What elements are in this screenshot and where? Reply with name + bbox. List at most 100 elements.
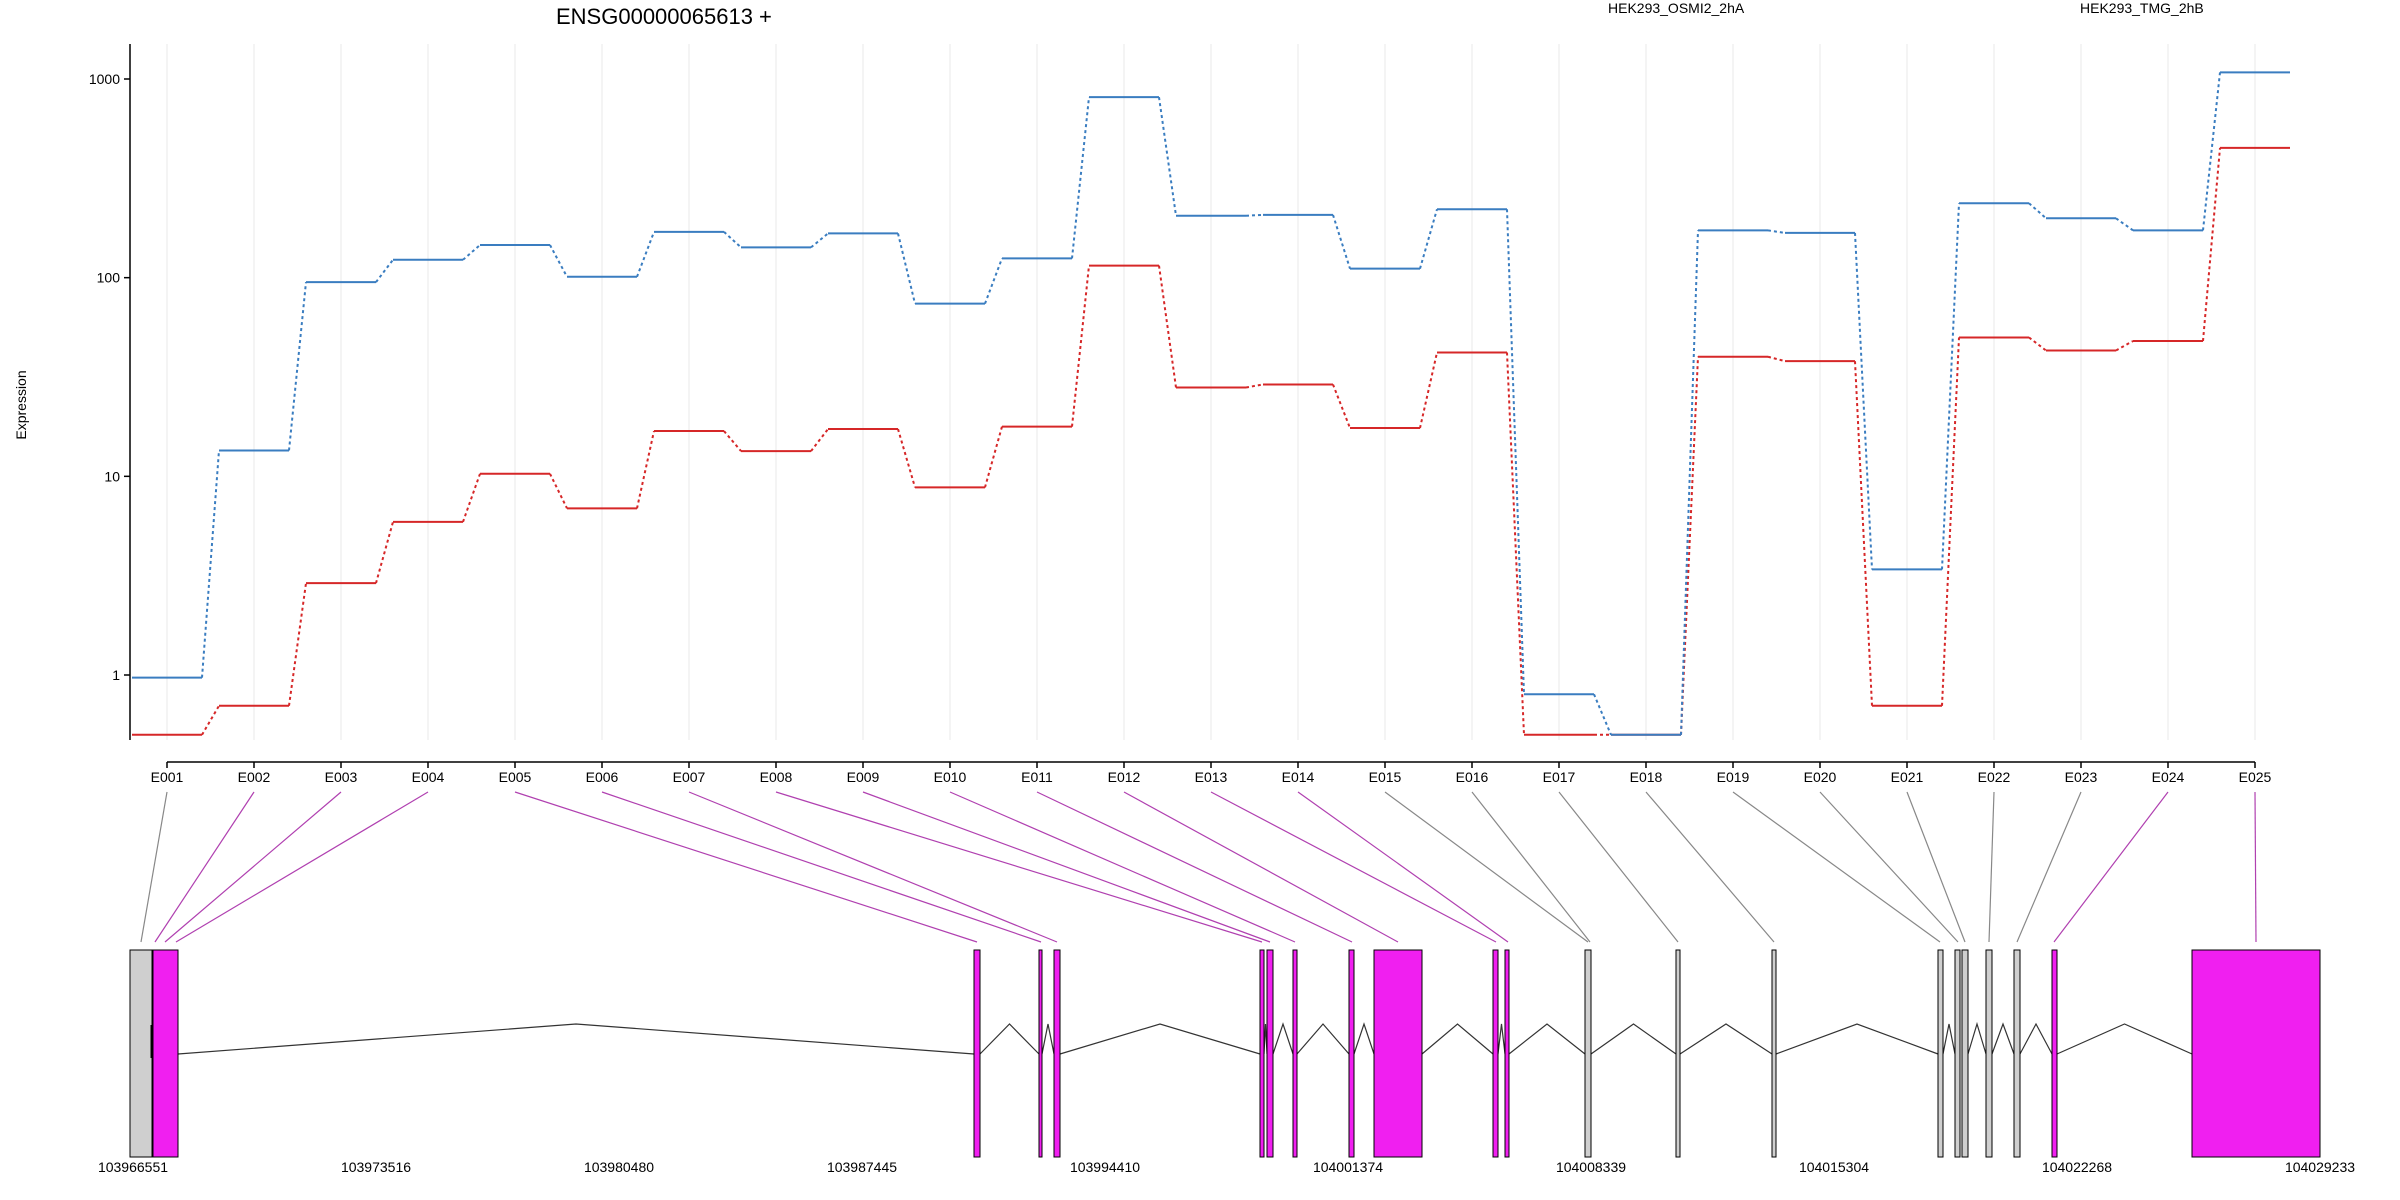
exon-block — [152, 949, 179, 1158]
exon-connector — [1210, 791, 1497, 943]
exon-connector — [164, 791, 342, 943]
x-tick-label: E007 — [673, 769, 706, 785]
intron-line — [1353, 1022, 1375, 1055]
series-transition — [897, 233, 916, 304]
series-transition — [723, 430, 742, 452]
y-axis-title: Expression — [13, 370, 29, 439]
intron-line — [177, 1023, 975, 1055]
x-tick-label: E004 — [412, 769, 445, 785]
series-transition — [810, 232, 829, 249]
series-transition — [1680, 230, 1699, 735]
series-transition — [1506, 352, 1525, 735]
intron-line — [1272, 1022, 1294, 1055]
intron-line — [1497, 1023, 1506, 1055]
x-tick-label: E003 — [325, 769, 358, 785]
series-transition — [1506, 209, 1525, 695]
series-transition — [2028, 202, 2047, 220]
x-tick-label: E001 — [151, 769, 184, 785]
x-tick-label: E010 — [934, 769, 967, 785]
intron-line — [979, 1023, 1040, 1055]
exon-connector — [154, 791, 255, 943]
exon-connector — [775, 791, 1263, 943]
intron-line — [1041, 1023, 1055, 1055]
x-tick-label: E017 — [1543, 769, 1576, 785]
exon-connector — [1906, 791, 1966, 943]
exon-connector — [2016, 791, 2082, 943]
coordinate-label: 103987445 — [827, 1159, 897, 1175]
exon-connector — [949, 791, 1296, 943]
exon-block — [1961, 949, 1969, 1158]
legend-series-1: HEK293_OSMI2_2hA — [1608, 0, 1745, 16]
series-transition — [549, 244, 568, 278]
series-transition — [1245, 383, 1264, 389]
exon-block — [973, 949, 981, 1158]
intron-line — [1508, 1023, 1586, 1055]
series-lines — [132, 71, 2290, 736]
y-tick-label: 100 — [97, 270, 121, 286]
series-transition — [1941, 203, 1960, 570]
series-transition — [1767, 355, 1786, 363]
coordinate-label: 104001374 — [1313, 1159, 1383, 1175]
intron-line — [1991, 1022, 2015, 1055]
chart-title: ENSG00000065613 + — [556, 4, 772, 29]
x-tick-label: E002 — [238, 769, 271, 785]
x-tick-label: E021 — [1891, 769, 1924, 785]
exon-connector — [1988, 791, 1995, 943]
gene-model — [129, 949, 2321, 1158]
x-tick-label: E018 — [1630, 769, 1663, 785]
series-transition — [636, 430, 655, 509]
exon-block — [1937, 949, 1944, 1158]
exon-connector — [140, 791, 168, 943]
exon-connector — [1645, 791, 1775, 943]
exon-connector — [1036, 791, 1353, 943]
series-transition — [549, 473, 568, 509]
genomic-coordinates: 103966551 103973516 103980480 103987445 1039… — [98, 1159, 2355, 1175]
series-transition — [288, 281, 307, 451]
series-transition — [810, 428, 829, 452]
coordinate-label: 104029233 — [2285, 1159, 2355, 1175]
exon-block — [2051, 949, 2058, 1158]
x-tick-label: E016 — [1456, 769, 1489, 785]
x-tick-label: E024 — [2152, 769, 2185, 785]
series-transition — [375, 259, 394, 283]
exon-connector — [1732, 791, 1941, 943]
intron-line — [1775, 1023, 1939, 1055]
y-tick-label: 10 — [104, 468, 120, 484]
series-transition — [723, 231, 742, 249]
x-tick-label: E020 — [1804, 769, 1837, 785]
x-tick-label: E013 — [1195, 769, 1228, 785]
intron-line — [2056, 1023, 2193, 1055]
exon-connector — [2254, 791, 2257, 943]
coordinate-label: 104015304 — [1799, 1159, 1869, 1175]
series-transition — [1158, 265, 1177, 388]
coordinate-label: 104022268 — [2042, 1159, 2112, 1175]
series-transition — [897, 428, 916, 488]
series-transition — [2202, 147, 2221, 342]
series-transition — [1767, 229, 1786, 234]
intron-line — [1590, 1023, 1677, 1055]
series-line-2 — [132, 71, 2290, 736]
exon-connectors — [140, 791, 2257, 943]
x-tick-label: E011 — [1021, 769, 1053, 785]
exon-block — [1348, 949, 1355, 1158]
exon-block — [1985, 949, 1993, 1158]
exon-block — [1259, 949, 1265, 1158]
series-transition — [2115, 217, 2134, 232]
series-transition — [288, 582, 307, 706]
exon-connector — [1819, 791, 1959, 943]
coordinate-label: 103994410 — [1070, 1159, 1140, 1175]
intron-line — [1059, 1023, 1261, 1055]
series-transition — [1854, 232, 1873, 570]
exon-block — [129, 949, 153, 1158]
intron-line — [2019, 1022, 2053, 1055]
series-transition — [201, 450, 220, 678]
exon-block — [2013, 949, 2021, 1158]
intron-line — [1421, 1023, 1494, 1055]
series-transition — [1332, 214, 1351, 269]
exon-block — [1504, 949, 1510, 1158]
x-tick-label: E005 — [499, 769, 532, 785]
series-transition — [1245, 213, 1264, 217]
series-transition — [462, 473, 481, 523]
exon-connector — [514, 791, 978, 943]
x-tick-label: E009 — [847, 769, 880, 785]
